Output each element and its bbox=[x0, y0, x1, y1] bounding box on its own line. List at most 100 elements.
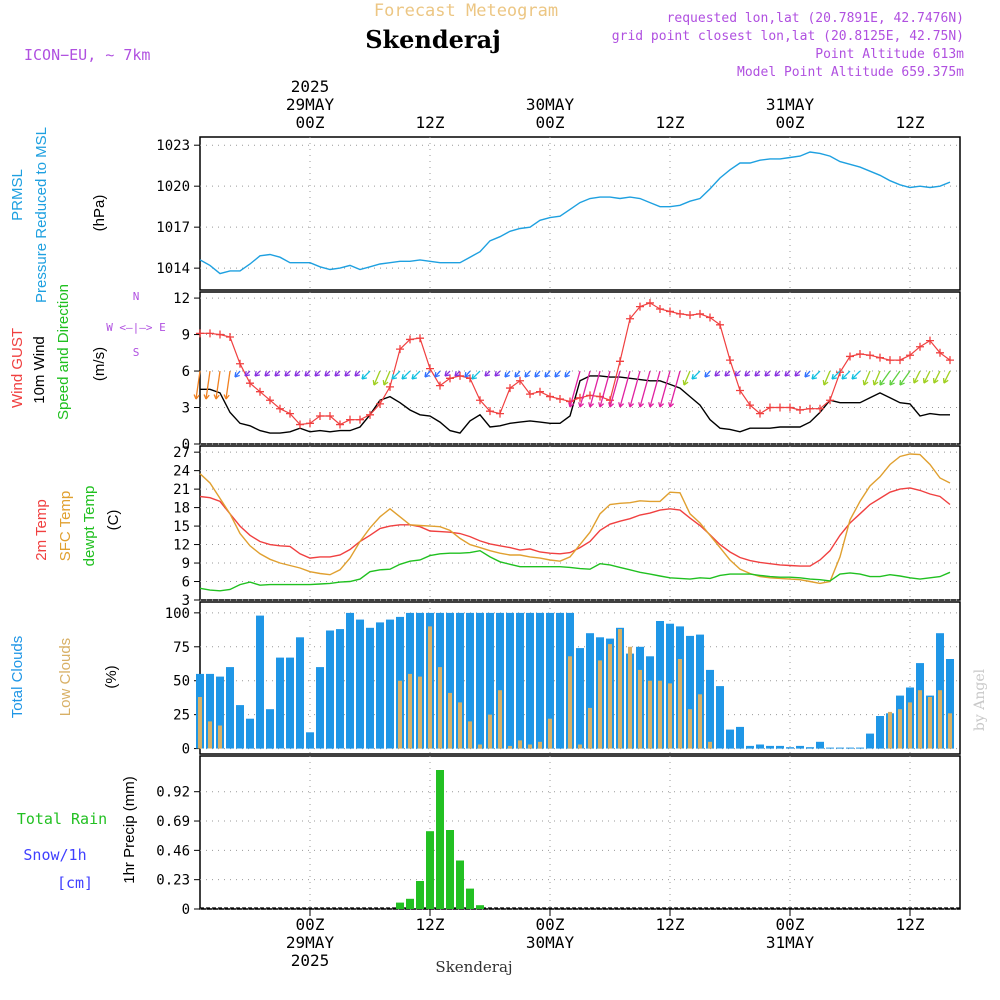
wind-arrow bbox=[804, 370, 811, 378]
wind-arrow bbox=[599, 370, 611, 408]
total-cloud-bar bbox=[536, 612, 544, 749]
wind-arrow-head bbox=[598, 402, 605, 408]
gust-point bbox=[296, 420, 304, 429]
wind-arrow bbox=[544, 370, 551, 378]
wind-arrow-head bbox=[382, 379, 389, 386]
wind-arrow-head bbox=[638, 402, 645, 408]
wind-arrow bbox=[383, 370, 391, 386]
wind-arrow-head bbox=[534, 372, 540, 378]
low-cloud-bar bbox=[698, 694, 702, 749]
total-cloud-bar bbox=[276, 657, 284, 749]
gust-point bbox=[416, 334, 424, 343]
wind-arrow-head bbox=[822, 379, 829, 386]
y-tick-label: 21 bbox=[173, 482, 190, 498]
pressure-unit: (hPa) bbox=[91, 195, 108, 232]
gust-point bbox=[556, 395, 564, 404]
snow-label: Snow/1h bbox=[23, 846, 86, 864]
wind-arrow bbox=[373, 370, 381, 386]
bottom-time-label: 12Z bbox=[416, 915, 445, 934]
wind-arrow-head bbox=[942, 377, 949, 384]
bottom-time-label: 12Z bbox=[896, 915, 925, 934]
wind-arrow bbox=[424, 370, 431, 378]
gust-point bbox=[676, 309, 684, 318]
wind-arrow-head bbox=[213, 394, 220, 400]
wind-arrow-head bbox=[804, 372, 810, 378]
total-cloud-bar bbox=[226, 667, 234, 749]
wind-arrow-head bbox=[264, 370, 271, 377]
y-tick-label: 3 bbox=[182, 401, 190, 417]
total-cloud-bar bbox=[256, 615, 264, 749]
cloud-unit: (%) bbox=[103, 665, 120, 688]
total-cloud-bar bbox=[846, 747, 854, 749]
y-tick-label: 12 bbox=[173, 291, 190, 307]
total-cloud-bar bbox=[346, 612, 354, 749]
wind-arrow bbox=[411, 370, 421, 380]
requested-coords: requested lon,lat (20.7891E, 42.7476N) bbox=[667, 11, 964, 26]
total-cloud-bar bbox=[236, 705, 244, 749]
wind-arrow bbox=[659, 370, 671, 408]
y-tick-label: 18 bbox=[173, 501, 190, 517]
wind-arrow-head bbox=[471, 373, 478, 380]
gust-label: Wind GUST bbox=[9, 328, 26, 408]
gust-point bbox=[786, 403, 794, 412]
wind-arrow bbox=[619, 370, 631, 408]
wind-arrow-head bbox=[774, 370, 781, 377]
gust-point bbox=[936, 348, 944, 357]
total-cloud-bar bbox=[446, 612, 454, 749]
top-time-label: 2025 bbox=[291, 77, 330, 96]
total-cloud-bar bbox=[866, 733, 874, 749]
wind-arrow-head bbox=[879, 379, 885, 386]
gust-point bbox=[836, 368, 844, 377]
low-cloud-bar bbox=[568, 656, 572, 749]
wind-arrow bbox=[579, 370, 591, 408]
top-time-label: 00Z bbox=[536, 113, 565, 132]
low-cloud-bar bbox=[198, 697, 202, 749]
panel-cloud: 0 25 50 75 100 bbox=[165, 601, 961, 758]
low-clouds-label: Low Clouds bbox=[57, 638, 74, 716]
wind-arrow-head bbox=[764, 370, 771, 377]
panel-frame bbox=[199, 291, 961, 445]
wind-arrow-head bbox=[899, 379, 905, 386]
wind-arrow-head bbox=[391, 373, 398, 380]
wind-arrow bbox=[923, 370, 931, 384]
total-cloud-bar bbox=[826, 747, 834, 749]
total-cloud-bar bbox=[496, 612, 504, 749]
total-cloud-bar bbox=[686, 635, 694, 749]
wind-dir-label: Speed and Direction bbox=[55, 284, 72, 420]
y-tick-label: 27 bbox=[173, 445, 190, 461]
wind-arrow-head bbox=[344, 370, 351, 377]
gust-point bbox=[196, 329, 204, 338]
wind-arrow-head bbox=[284, 370, 291, 377]
y-tick-label: 6 bbox=[182, 575, 190, 591]
bottom-time-label: 00Z bbox=[296, 915, 325, 934]
wind-arrow bbox=[225, 370, 231, 400]
low-cloud-bar bbox=[218, 725, 222, 749]
low-cloud-bar bbox=[488, 714, 492, 749]
total-cloud-bar bbox=[246, 718, 254, 749]
rain-bar bbox=[406, 898, 414, 909]
y-tick-label: 100 bbox=[165, 606, 190, 622]
low-cloud-bar bbox=[938, 690, 942, 749]
total-cloud-bar bbox=[216, 676, 224, 749]
wind-arrow-head bbox=[454, 370, 461, 377]
pressure-line bbox=[199, 151, 951, 275]
total-cloud-bar bbox=[746, 745, 754, 749]
low-cloud-bar bbox=[608, 644, 612, 749]
wind-arrow-head bbox=[354, 370, 361, 377]
gust-point bbox=[806, 404, 814, 413]
total-cloud-bar bbox=[766, 745, 774, 749]
wind-arrow-head bbox=[464, 372, 470, 378]
gust-point bbox=[746, 401, 754, 410]
low-cloud-bar bbox=[628, 646, 632, 749]
panel-pressure: 1014 1017 1020 1023 bbox=[156, 136, 961, 291]
wind-arrow bbox=[534, 370, 541, 378]
wind-arrow bbox=[943, 370, 951, 384]
low-cloud-bar bbox=[948, 713, 952, 749]
wind-arrow bbox=[524, 370, 531, 378]
wind-arrow-head bbox=[862, 379, 869, 386]
gust-point bbox=[326, 412, 334, 421]
wind-arrow-head bbox=[401, 373, 408, 380]
wind-arrow-head bbox=[648, 402, 655, 408]
gust-point bbox=[826, 396, 834, 405]
